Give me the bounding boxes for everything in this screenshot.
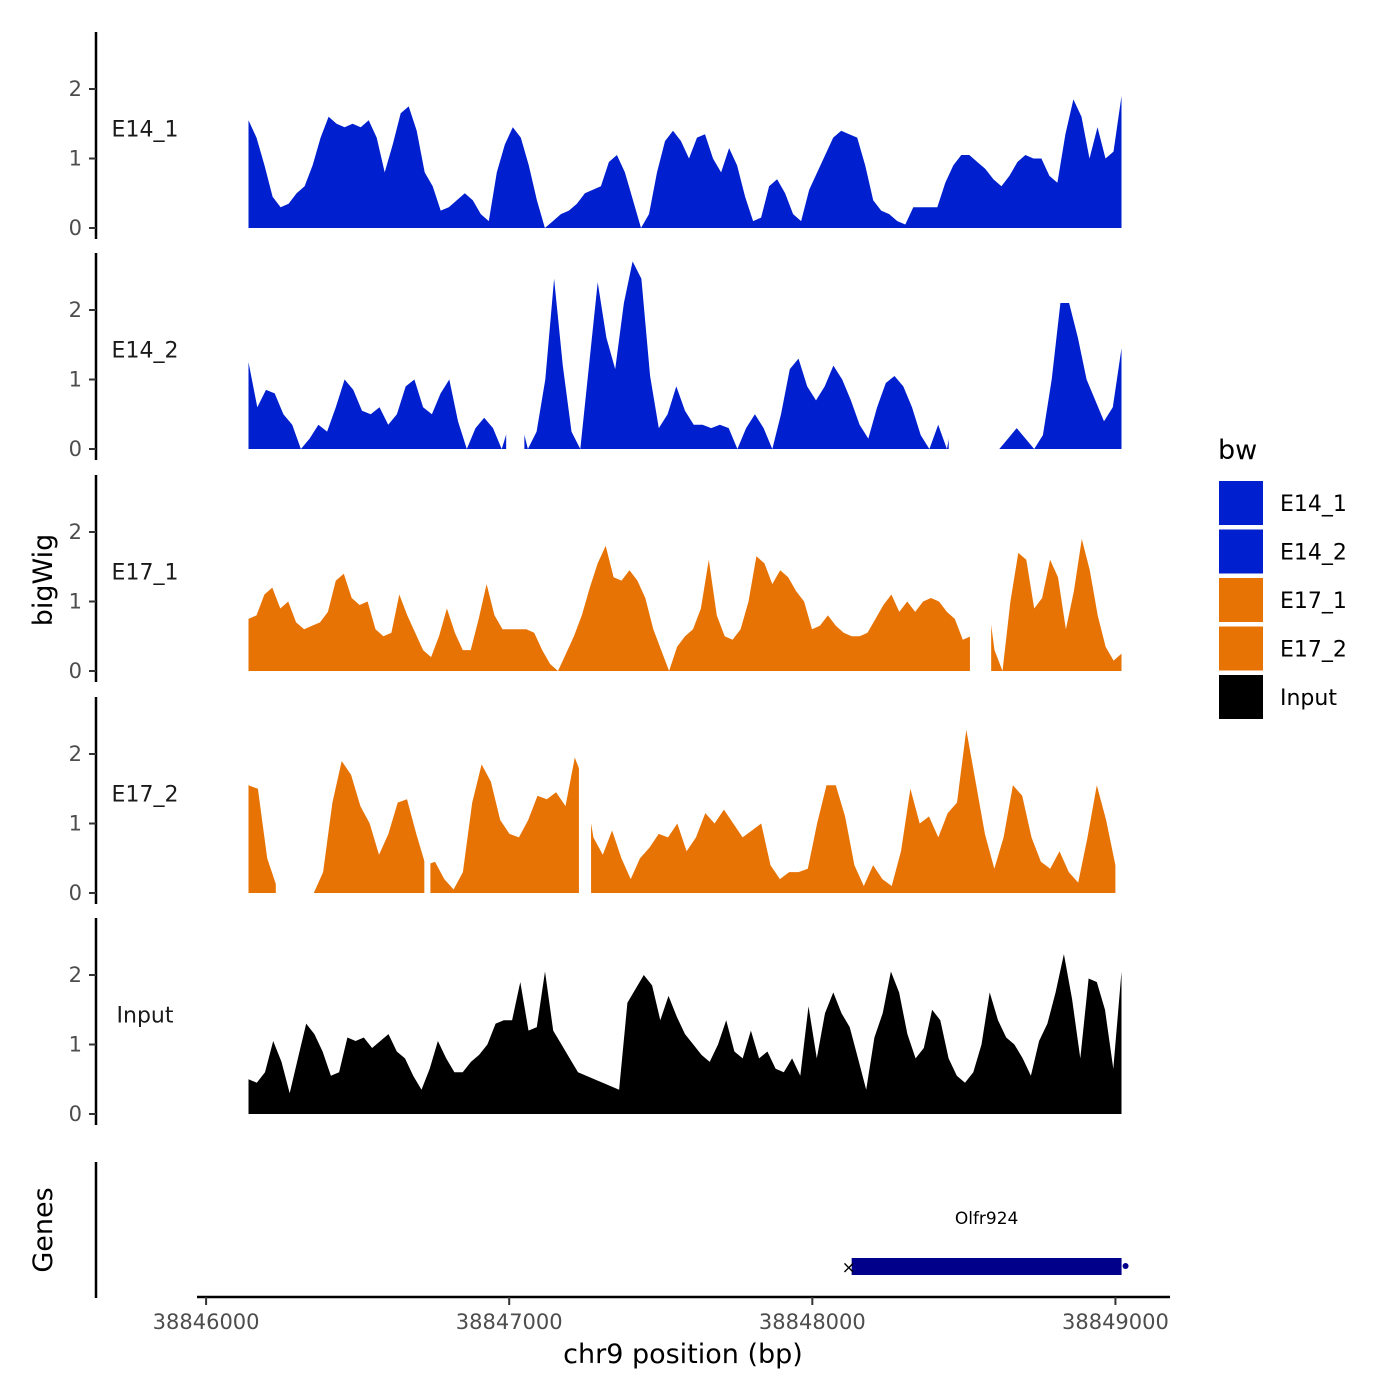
strand-marker: ×: [842, 1258, 856, 1278]
x-tick-label: 38849000: [1062, 1310, 1169, 1334]
legend-swatch: [1217, 576, 1265, 624]
legend-swatch: [1217, 673, 1265, 721]
legend-entry-Input: Input: [1217, 673, 1337, 721]
x-tick-label: 38847000: [456, 1310, 563, 1334]
signal-tracks: 0 1 2 E14_1 0 1 2 E14_2 0 1 2 E17_1 0 1 2 E17_2 0 1 2 Input: [69, 32, 1122, 1126]
y-tick-label: 1: [69, 368, 82, 392]
legend-label: E14_2: [1280, 541, 1347, 566]
y-tick-label: 1: [69, 812, 82, 836]
gene-Olfr924: × Olfr924: [842, 1209, 1129, 1278]
legend-label: E17_2: [1280, 638, 1347, 663]
gene-track: × Olfr924: [94, 1162, 1129, 1298]
coverage-gap: [578, 697, 592, 894]
x-axis: 38846000 38847000 38848000 38849000: [153, 1295, 1170, 1334]
x-axis-title: chr9 position (bp): [563, 1339, 803, 1370]
gene-label: Olfr924: [955, 1209, 1019, 1229]
track-E14_2: 0 1 2 E14_2: [69, 253, 1122, 461]
legend-swatch: [1217, 624, 1265, 673]
track-E14_1: 0 1 2 E14_1: [69, 32, 1122, 240]
legend-entry-E14_2: E14_2: [1217, 527, 1347, 576]
genes-track-title: Genes: [28, 1187, 59, 1272]
legend-label: E14_1: [1280, 492, 1347, 517]
coverage-gap: [424, 697, 431, 894]
gene-end-marker: [1122, 1263, 1129, 1269]
legend: bw E14_1 E14_2 E17_1 E17_2 Input: [1217, 435, 1347, 721]
y-tick-label: 2: [69, 963, 82, 987]
track-E17_2: 0 1 2 E17_2: [69, 697, 1116, 905]
x-tick-label: 38846000: [153, 1310, 260, 1334]
y-tick-label: 1: [69, 590, 82, 614]
area-E14_1: [248, 96, 1122, 228]
x-tick-label: 38848000: [759, 1310, 866, 1334]
legend-title: bw: [1218, 435, 1257, 466]
track-label: Input: [117, 1003, 174, 1028]
y-tick-label: 2: [69, 77, 82, 101]
y-tick-label: 1: [69, 1033, 82, 1057]
legend-swatch: [1217, 527, 1265, 576]
track-E17_1: 0 1 2 E17_1: [69, 475, 1122, 683]
y-tick-label: 0: [69, 881, 82, 905]
coverage-gap: [948, 253, 989, 450]
coverage-gap: [275, 697, 304, 894]
area-E17_1: [248, 539, 1122, 671]
legend-label: E17_1: [1280, 589, 1347, 614]
legend-entry-E17_1: E17_1: [1217, 576, 1347, 624]
y-tick-label: 0: [69, 659, 82, 683]
legend-label: Input: [1280, 686, 1337, 711]
y-axis-title: bigWig: [28, 534, 59, 627]
y-tick-label: 0: [69, 437, 82, 461]
y-tick-label: 1: [69, 147, 82, 171]
area-E17_2: [248, 729, 1116, 893]
area-Input: [248, 954, 1122, 1114]
track-Input: 0 1 2 Input: [69, 918, 1122, 1126]
y-tick-label: 0: [69, 216, 82, 240]
track-label: E17_1: [112, 560, 179, 585]
legend-entry-E17_2: E17_2: [1217, 624, 1347, 673]
y-tick-label: 2: [69, 742, 82, 766]
coverage-gap: [969, 475, 992, 672]
coverage-gap: [506, 253, 525, 450]
track-label: E14_1: [112, 117, 179, 142]
legend-entry-E14_1: E14_1: [1217, 479, 1347, 527]
y-tick-label: 2: [69, 298, 82, 322]
y-tick-label: 0: [69, 1102, 82, 1126]
track-label: E14_2: [112, 338, 179, 363]
gene-body: [851, 1258, 1122, 1275]
area-E14_2: [248, 261, 1122, 449]
legend-swatch: [1217, 479, 1265, 527]
track-label: E17_2: [112, 782, 179, 807]
y-tick-label: 2: [69, 520, 82, 544]
